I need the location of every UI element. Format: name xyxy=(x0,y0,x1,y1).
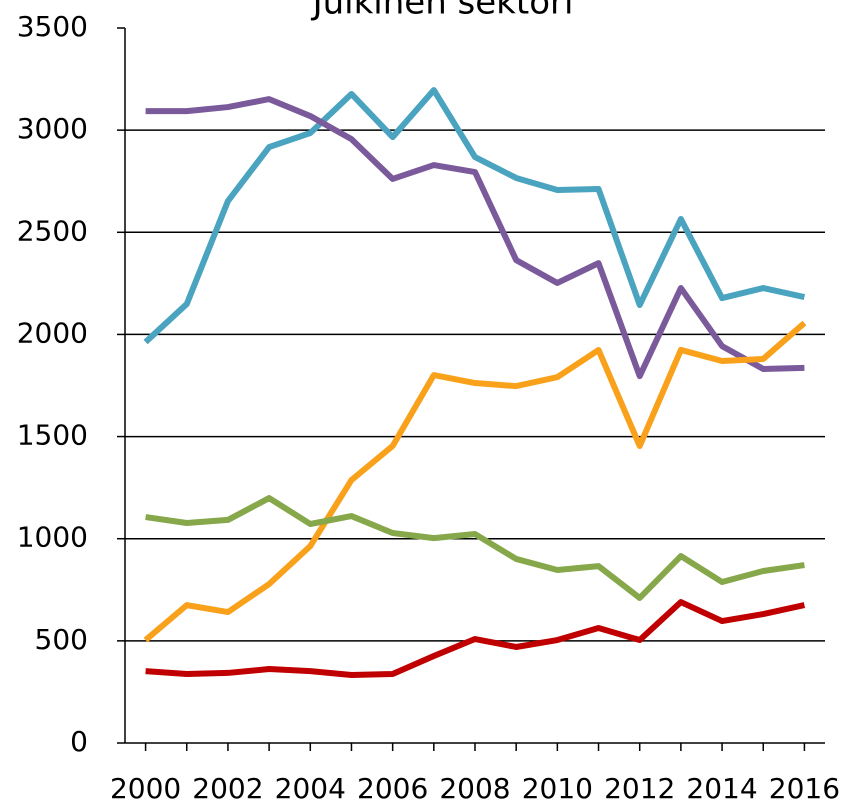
series-line xyxy=(145,599,806,678)
chart-title: Julkinen sektori xyxy=(311,0,574,23)
series-line xyxy=(143,87,806,345)
x-tick-label: 2002 xyxy=(192,772,263,805)
y-tick-label: 1500 xyxy=(17,419,88,452)
x-tick-label: 2014 xyxy=(686,772,757,805)
x-tick-label: 2000 xyxy=(110,772,181,805)
y-tick-label: 2500 xyxy=(17,214,88,247)
y-tick-label: 1000 xyxy=(17,521,88,554)
x-tick-label: 2012 xyxy=(604,772,675,805)
y-tick-label: 500 xyxy=(35,623,88,656)
series-line xyxy=(145,495,805,601)
x-tick-label: 2004 xyxy=(275,772,346,805)
x-tick-label: 2008 xyxy=(439,772,510,805)
x-tick-label: 2006 xyxy=(357,772,428,805)
series-line xyxy=(145,96,805,380)
y-tick-label: 0 xyxy=(70,725,88,758)
x-tick-label: 2016 xyxy=(769,772,840,805)
y-tick-label: 3500 xyxy=(17,10,88,43)
x-tick-label: 2010 xyxy=(522,772,593,805)
y-tick-label: 2000 xyxy=(17,316,88,349)
y-tick-label: 3000 xyxy=(17,112,88,145)
series-line xyxy=(143,320,807,643)
